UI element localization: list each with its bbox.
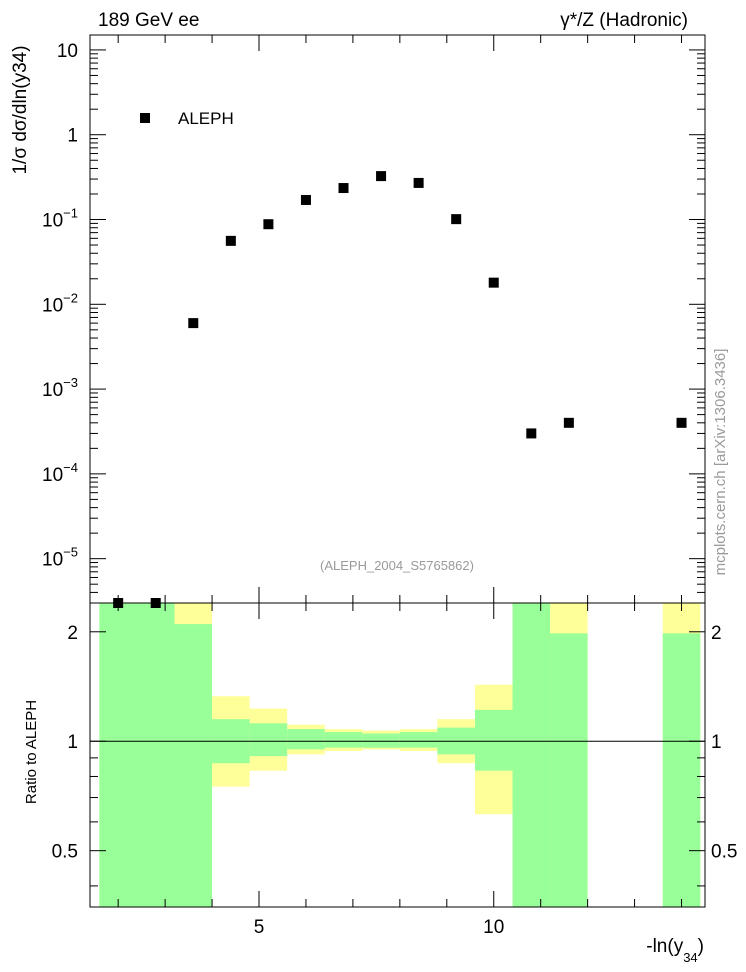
mcplots-watermark: mcplots.cern.ch [arXiv:1306.3436] — [712, 349, 729, 576]
ratio-y-tick-label-right-2: 0.5 — [711, 842, 737, 863]
data-markers — [113, 171, 687, 608]
ratio-stat-band-12 — [662, 633, 701, 907]
top-y-tick-label-1: 1 — [67, 126, 78, 147]
legend-label: ALEPH — [178, 109, 234, 128]
data-point-11 — [526, 428, 537, 439]
ratio-y-axis-title: Ratio to ALEPH — [23, 700, 40, 804]
ratio-y-tick-label-left-0: 2 — [67, 623, 78, 644]
data-point-7 — [376, 171, 387, 182]
ratio-x-tick-label-0: 5 — [254, 917, 265, 938]
ratio-y-tick-label-left-2: 0.5 — [52, 842, 78, 863]
top-y-tick-label-4: 10−3 — [42, 375, 78, 401]
legend: ALEPH — [140, 109, 234, 128]
top-y-tick-label-5: 10−4 — [42, 460, 78, 486]
data-point-9 — [451, 214, 462, 225]
ratio-stat-band-10 — [512, 603, 551, 907]
ratio-x-tick-label-1: 10 — [483, 917, 504, 938]
top-y-tick-label-6: 10−5 — [42, 545, 78, 571]
ratio-stat-band-11 — [550, 633, 588, 907]
data-point-0 — [113, 598, 124, 608]
data-point-3 — [225, 235, 236, 246]
data-point-12 — [563, 417, 574, 428]
header-process-label: γ*/Z (Hadronic) — [560, 10, 688, 31]
x-axis-title: -ln(y34) — [646, 936, 704, 965]
ratio-stat-band-5 — [324, 732, 363, 748]
ratio-panel-frame — [89, 602, 706, 908]
top-y-tick-label-2: 10−1 — [42, 206, 78, 232]
top-y-tick-label-3: 10−2 — [42, 290, 78, 316]
ratio-stat-band-9 — [474, 709, 513, 771]
ratio-stat-band-1 — [174, 624, 213, 907]
top-y-tick-label-0: 10 — [57, 41, 78, 62]
ratio-bands — [90, 603, 705, 907]
ratio-stat-band-6 — [362, 733, 400, 748]
ratio-y-tick-label-right-0: 2 — [711, 623, 722, 644]
top-y-axis-title: 1/σ dσ/dln(y34) — [10, 45, 31, 174]
data-point-2 — [188, 318, 199, 329]
data-point-4 — [263, 219, 274, 230]
data-point-6 — [338, 183, 349, 194]
panel-frames — [89, 34, 706, 908]
data-point-13 — [676, 417, 687, 428]
ratio-stat-band-3 — [249, 723, 288, 757]
data-point-5 — [300, 194, 311, 205]
ratio-stat-band-7 — [399, 732, 438, 748]
axis-ticks: 10 1 10−1 10−2 10−3 10−4 10−5 5 10 2 2 1 1 0.5 0.5 — [42, 35, 737, 938]
ratio-y-tick-label-left-1: 1 — [67, 732, 78, 753]
ratio-stat-band-4 — [287, 729, 325, 750]
header-energy-label: 189 GeV ee — [98, 10, 199, 31]
data-point-1 — [150, 598, 161, 608]
analysis-id-label: (ALEPH_2004_S5765862) — [320, 558, 474, 573]
data-point-10 — [488, 277, 499, 288]
ratio-stat-band-0 — [99, 603, 175, 907]
data-point-8 — [413, 177, 424, 188]
ratio-y-tick-label-right-1: 1 — [711, 732, 722, 753]
legend-marker — [140, 113, 150, 123]
